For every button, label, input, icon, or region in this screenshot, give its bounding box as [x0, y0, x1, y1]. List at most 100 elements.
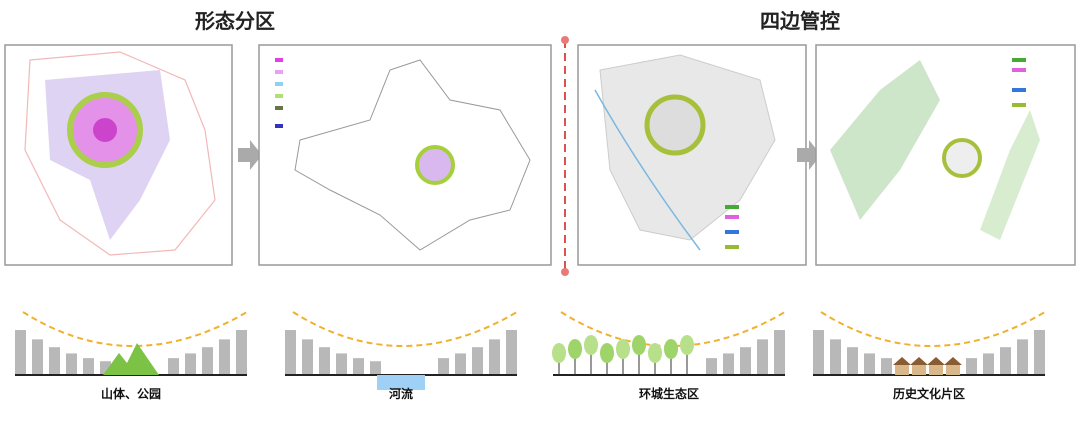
map-panel	[577, 44, 807, 266]
building-bar	[983, 353, 994, 375]
building-bar	[455, 353, 466, 375]
left-title: 形态分区	[195, 9, 275, 33]
house-roof	[893, 357, 911, 365]
building-bar	[757, 339, 768, 375]
legend-swatch	[725, 245, 739, 249]
building-bar	[472, 347, 483, 375]
tree-crown	[600, 343, 614, 363]
house	[912, 365, 926, 375]
house	[946, 365, 960, 375]
map-panel	[815, 44, 1076, 266]
building-bar	[202, 347, 213, 375]
building-bar	[319, 347, 330, 375]
map-panel	[258, 44, 552, 266]
panel-frame	[258, 44, 552, 266]
building-bar	[370, 361, 381, 375]
building-bar	[353, 358, 364, 375]
house	[929, 365, 943, 375]
building-bar	[66, 353, 77, 375]
river	[594, 89, 701, 251]
legend-swatch	[725, 205, 739, 209]
building-bar	[15, 330, 26, 375]
tree-crown	[648, 343, 662, 363]
tree-crown	[552, 343, 566, 363]
building-bar	[489, 339, 500, 375]
legend-swatch	[1012, 68, 1026, 72]
building-bar	[847, 347, 858, 375]
building-bar	[302, 339, 313, 375]
legend-swatch	[1012, 88, 1026, 92]
arrow	[797, 140, 821, 170]
legend-swatch	[725, 230, 739, 234]
map-center	[93, 118, 117, 142]
section-label: 山体、公园	[101, 386, 161, 401]
building-bar	[236, 330, 247, 375]
house-roof	[944, 357, 962, 365]
section-label: 河流	[388, 386, 413, 401]
legend-swatch	[275, 70, 283, 74]
building-bar	[881, 358, 892, 375]
section-label: 历史文化片区	[893, 386, 965, 401]
building-bar	[740, 347, 751, 375]
tree-crown	[632, 335, 646, 355]
house-roof	[927, 357, 945, 365]
mountain-area	[830, 60, 940, 220]
divider-dot	[561, 268, 569, 276]
building-bar	[706, 358, 717, 375]
building-bar	[506, 330, 517, 375]
right-title: 四边管控	[760, 9, 840, 33]
building-bar	[168, 358, 179, 375]
building-bar	[185, 353, 196, 375]
map-outline	[294, 59, 531, 251]
building-bar	[1000, 347, 1011, 375]
legend-swatch	[1012, 58, 1026, 62]
sightline	[820, 311, 1046, 347]
legend-swatch	[725, 215, 739, 219]
building-bar	[336, 353, 347, 375]
building-bar	[774, 330, 785, 375]
building-bar	[83, 358, 94, 375]
tree-crown	[680, 335, 694, 355]
mountain-area	[980, 110, 1040, 240]
building-bar	[32, 339, 43, 375]
legend-swatch	[1012, 103, 1026, 107]
river	[377, 375, 425, 390]
legend-swatch	[275, 106, 283, 110]
legend-swatch	[275, 94, 283, 98]
building-bar	[438, 358, 449, 375]
house	[895, 365, 909, 375]
map-outline	[24, 51, 216, 256]
building-bar	[830, 339, 841, 375]
map-core	[942, 138, 982, 178]
tree-crown	[584, 335, 598, 355]
divider-dot	[561, 36, 569, 44]
sightline	[22, 311, 248, 347]
house-roof	[910, 357, 928, 365]
building-bar	[49, 347, 60, 375]
building-bar	[1034, 330, 1045, 375]
building-bar	[219, 339, 230, 375]
tree-crown	[568, 339, 582, 359]
building-bar	[864, 353, 875, 375]
tree-crown	[664, 339, 678, 359]
building-bar	[1017, 339, 1028, 375]
map-core	[644, 94, 706, 156]
sightline	[560, 311, 786, 347]
building-bar	[966, 358, 977, 375]
building-bar	[723, 353, 734, 375]
mountain	[103, 343, 159, 375]
sightline	[292, 311, 518, 347]
legend-swatch	[275, 58, 283, 62]
section-label: 环城生态区	[639, 386, 699, 401]
arrow	[238, 140, 262, 170]
map-core	[415, 145, 455, 185]
map-panel	[4, 44, 233, 266]
building-bar	[100, 361, 111, 375]
building-bar	[285, 330, 296, 375]
tree-crown	[616, 339, 630, 359]
legend-swatch	[275, 124, 283, 128]
legend-swatch	[275, 82, 283, 86]
building-bar	[813, 330, 824, 375]
